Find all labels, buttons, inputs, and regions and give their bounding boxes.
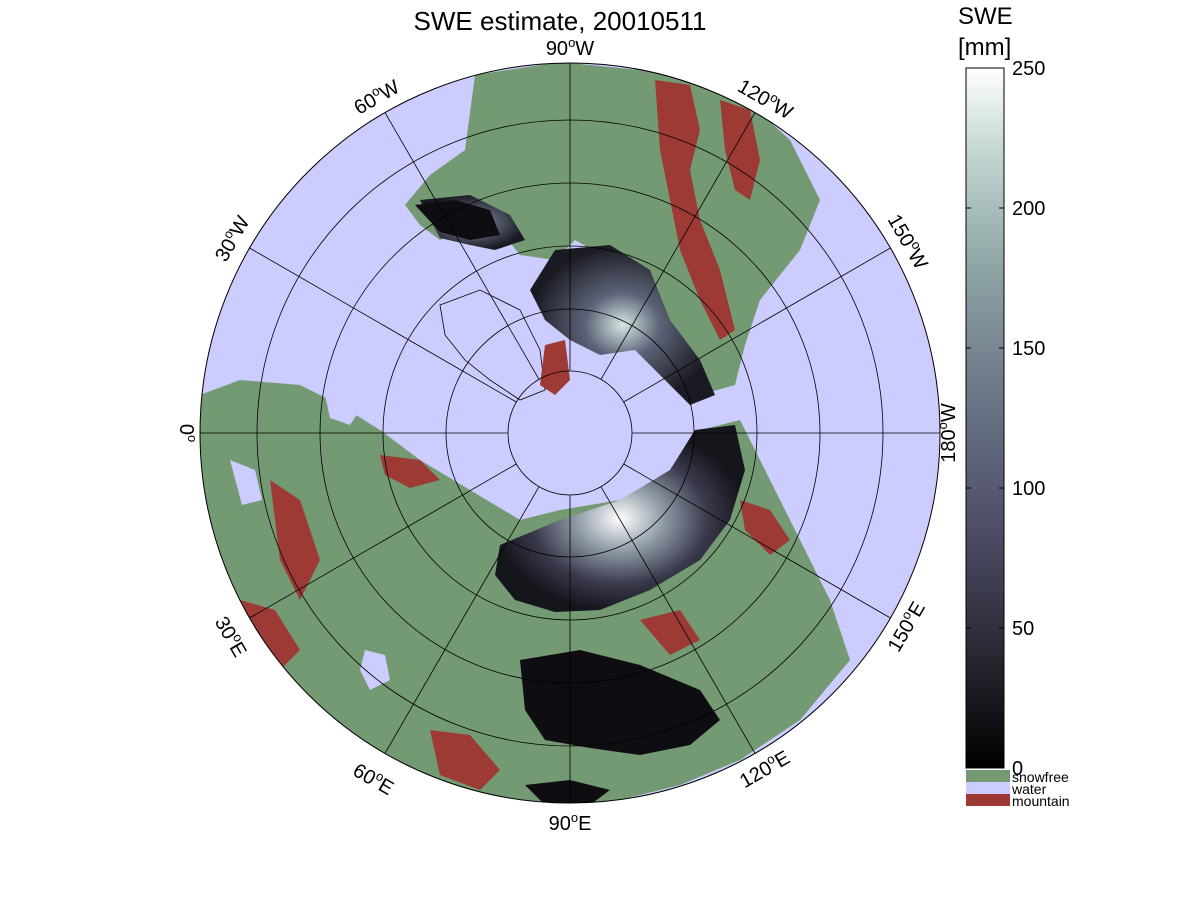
- label-30e: 30oE: [210, 611, 253, 661]
- colorbar-tick-label: 150: [1012, 338, 1045, 360]
- mountain-areas: [240, 80, 790, 790]
- legend-label-water: water: [1011, 781, 1047, 797]
- legend-label-mountain: mountain: [1012, 793, 1070, 809]
- snow-siberia: [495, 425, 745, 612]
- legend-swatch-mountain: [966, 794, 1010, 806]
- colorbar-title-line1: SWE: [958, 3, 1013, 30]
- colorbar-tick-label: 200: [1012, 198, 1045, 220]
- meridian-line: [623, 463, 891, 619]
- meridian-line: [600, 112, 756, 380]
- chart-title: SWE estimate, 20010511: [414, 6, 707, 36]
- map-boundary: [199, 62, 941, 804]
- lakes: [230, 390, 390, 690]
- colorbar-tick-label: 100: [1012, 478, 1045, 500]
- label-90w: 90oW: [546, 35, 594, 60]
- label-180w: 180oW: [935, 403, 960, 463]
- legend-swatch-water: [966, 782, 1010, 794]
- colorbar-tick-label: 0: [1012, 758, 1023, 780]
- land-greenland: [439, 289, 546, 401]
- meridian-line: [384, 112, 540, 380]
- meridian-line: [249, 247, 517, 403]
- colorbar-tick-label: 250: [1012, 58, 1045, 80]
- colorbar-tick-label: 50: [1012, 618, 1034, 640]
- label-60e: 60oE: [349, 757, 399, 800]
- colorbar-gradient: [965, 67, 1005, 769]
- legend-swatch-snowfree: [966, 770, 1010, 782]
- legend-label-snowfree: snowfree: [1012, 769, 1069, 785]
- graticule-meridians: [200, 63, 940, 803]
- meridian-line: [384, 486, 540, 754]
- polar-map: [200, 63, 940, 803]
- meridian-line: [600, 486, 756, 754]
- colorbar-ticks: 0 50 100 150 200 250: [966, 58, 1045, 780]
- label-90e: 90oE: [549, 810, 592, 835]
- meridian-line: [249, 463, 517, 619]
- label-0: 0o: [175, 424, 200, 442]
- colorbar-title-line2: [mm]: [958, 34, 1011, 61]
- meridian-line: [623, 247, 891, 403]
- snow-canadian-arctic: [530, 245, 715, 405]
